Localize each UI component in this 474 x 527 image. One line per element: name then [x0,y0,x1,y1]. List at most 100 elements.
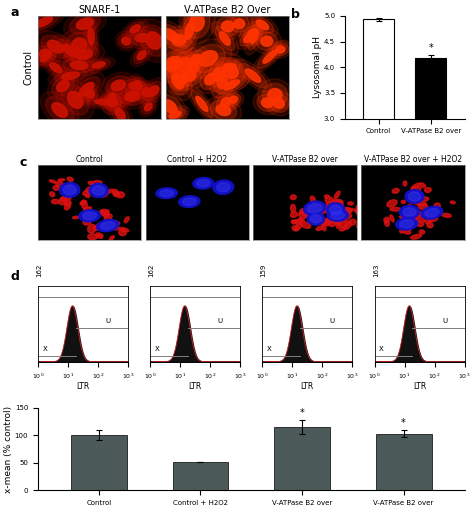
Ellipse shape [85,194,90,198]
Ellipse shape [390,208,401,211]
Ellipse shape [239,22,266,46]
Ellipse shape [172,61,206,90]
Ellipse shape [40,92,79,128]
Ellipse shape [310,217,319,222]
Ellipse shape [187,85,217,123]
Ellipse shape [83,207,91,211]
Ellipse shape [331,211,345,219]
Ellipse shape [155,23,187,47]
Ellipse shape [183,58,203,77]
Ellipse shape [425,209,439,217]
Ellipse shape [410,187,421,193]
Ellipse shape [109,220,120,225]
Ellipse shape [410,210,422,216]
Ellipse shape [210,100,237,120]
Ellipse shape [106,76,131,95]
Ellipse shape [97,187,105,190]
Ellipse shape [76,18,93,30]
Ellipse shape [161,26,196,54]
Ellipse shape [257,79,292,111]
X-axis label: LTR: LTR [301,382,314,391]
Ellipse shape [355,208,361,211]
Ellipse shape [196,64,226,94]
Ellipse shape [384,217,390,222]
Ellipse shape [205,96,242,124]
Title: V-ATPase B2 over: V-ATPase B2 over [272,155,338,164]
Ellipse shape [174,75,182,86]
Ellipse shape [118,34,134,48]
Ellipse shape [56,182,63,187]
Ellipse shape [304,201,326,216]
Ellipse shape [268,89,282,101]
Ellipse shape [390,215,394,222]
Ellipse shape [30,42,60,66]
Ellipse shape [64,42,105,67]
Ellipse shape [141,100,155,114]
Ellipse shape [190,13,204,31]
Ellipse shape [52,103,67,118]
Ellipse shape [57,55,101,76]
Bar [173,462,228,490]
Ellipse shape [336,220,340,223]
Ellipse shape [308,203,322,213]
Ellipse shape [221,97,231,107]
Ellipse shape [413,211,425,216]
Ellipse shape [93,226,99,230]
Ellipse shape [180,55,208,81]
Ellipse shape [81,200,87,209]
Ellipse shape [385,220,389,226]
Bar [415,58,447,273]
Ellipse shape [307,212,325,225]
Ellipse shape [244,33,253,43]
Ellipse shape [67,92,83,109]
Ellipse shape [327,209,348,221]
Title: V-ATPase B2 Over: V-ATPase B2 Over [184,5,271,15]
Ellipse shape [316,226,323,230]
Ellipse shape [387,200,397,207]
Ellipse shape [79,210,100,222]
Text: d: d [11,270,20,283]
Ellipse shape [327,203,345,217]
Text: U: U [218,317,223,324]
Ellipse shape [261,36,273,46]
Ellipse shape [86,187,95,193]
Ellipse shape [229,15,249,32]
Ellipse shape [349,208,354,211]
Ellipse shape [145,103,152,111]
Ellipse shape [47,40,64,53]
Ellipse shape [163,100,177,113]
Ellipse shape [111,80,126,91]
Ellipse shape [223,91,244,109]
Ellipse shape [240,30,257,46]
Ellipse shape [322,223,326,231]
Ellipse shape [226,93,241,106]
Ellipse shape [200,69,221,90]
Ellipse shape [173,72,191,88]
Ellipse shape [317,219,328,224]
Ellipse shape [179,196,200,208]
Ellipse shape [92,181,102,185]
Ellipse shape [410,216,417,221]
Ellipse shape [243,25,263,43]
Ellipse shape [58,179,64,181]
Ellipse shape [307,206,313,210]
Ellipse shape [182,15,197,46]
Ellipse shape [402,216,409,220]
Ellipse shape [205,73,217,85]
Title: V-ATPase B2 over + H2O2: V-ATPase B2 over + H2O2 [364,155,462,164]
Ellipse shape [178,9,201,52]
Ellipse shape [250,28,258,44]
Ellipse shape [112,225,119,230]
Ellipse shape [193,178,213,189]
Ellipse shape [23,8,65,35]
Ellipse shape [119,228,129,232]
Ellipse shape [164,60,181,70]
Ellipse shape [317,212,321,216]
Ellipse shape [412,210,417,214]
Ellipse shape [400,229,404,233]
Ellipse shape [114,84,151,109]
Ellipse shape [234,19,245,28]
Ellipse shape [450,201,455,204]
Ellipse shape [269,94,289,112]
Ellipse shape [411,183,420,189]
